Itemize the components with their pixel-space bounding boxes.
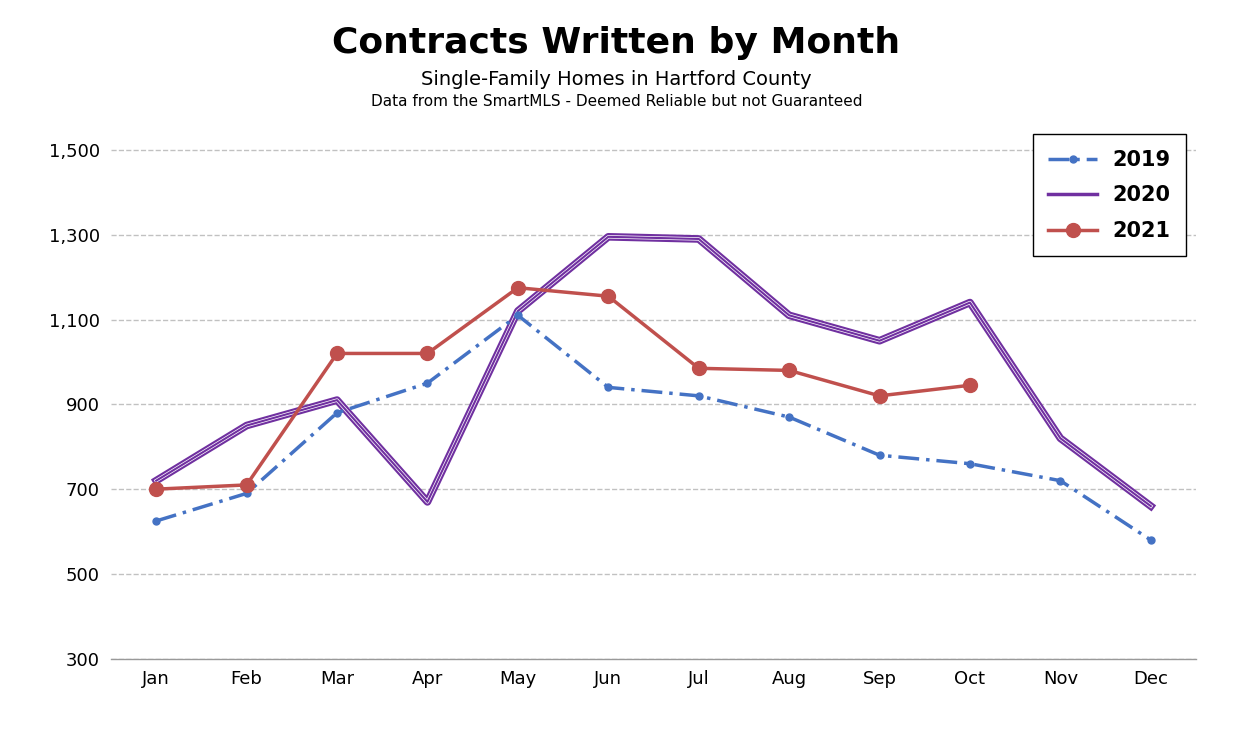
2020 bbox=[329, 396, 344, 405]
2021 bbox=[692, 364, 707, 373]
Text: Single-Family Homes in Hartford County: Single-Family Homes in Hartford County bbox=[422, 70, 811, 89]
Text: Contracts Written by Month: Contracts Written by Month bbox=[333, 26, 900, 59]
2021 bbox=[510, 283, 525, 292]
2019 bbox=[1053, 477, 1068, 485]
Legend: 2019, 2020, 2021: 2019, 2020, 2021 bbox=[1033, 134, 1186, 256]
2020 bbox=[872, 336, 887, 345]
Line: 2020: 2020 bbox=[157, 237, 1150, 506]
2021 bbox=[239, 480, 254, 489]
2019 bbox=[872, 451, 887, 460]
2019 bbox=[420, 378, 435, 387]
2020 bbox=[600, 233, 615, 242]
Text: Data from the SmartMLS - Deemed Reliable but not Guaranteed: Data from the SmartMLS - Deemed Reliable… bbox=[371, 94, 862, 108]
2020 bbox=[510, 307, 525, 315]
Line: 2019: 2019 bbox=[149, 308, 1158, 547]
2019 bbox=[239, 489, 254, 498]
2021 bbox=[963, 381, 978, 389]
2019 bbox=[1143, 536, 1158, 545]
2019 bbox=[782, 413, 797, 422]
2020 bbox=[1143, 501, 1158, 510]
2021 bbox=[329, 349, 344, 358]
2020 bbox=[692, 234, 707, 243]
Line: 2021: 2021 bbox=[149, 281, 977, 496]
2020 bbox=[782, 311, 797, 320]
2021 bbox=[600, 292, 615, 301]
2021 bbox=[149, 485, 164, 493]
2020 bbox=[149, 477, 164, 485]
2020 bbox=[239, 421, 254, 430]
2020 bbox=[963, 298, 978, 307]
2020 bbox=[1053, 434, 1068, 443]
2020 bbox=[420, 498, 435, 507]
2019 bbox=[692, 392, 707, 400]
2019 bbox=[510, 311, 525, 320]
2019 bbox=[963, 459, 978, 468]
2021 bbox=[782, 366, 797, 375]
2021 bbox=[420, 349, 435, 358]
2019 bbox=[329, 408, 344, 417]
2021 bbox=[872, 392, 887, 400]
2019 bbox=[600, 383, 615, 392]
2019 bbox=[149, 517, 164, 526]
